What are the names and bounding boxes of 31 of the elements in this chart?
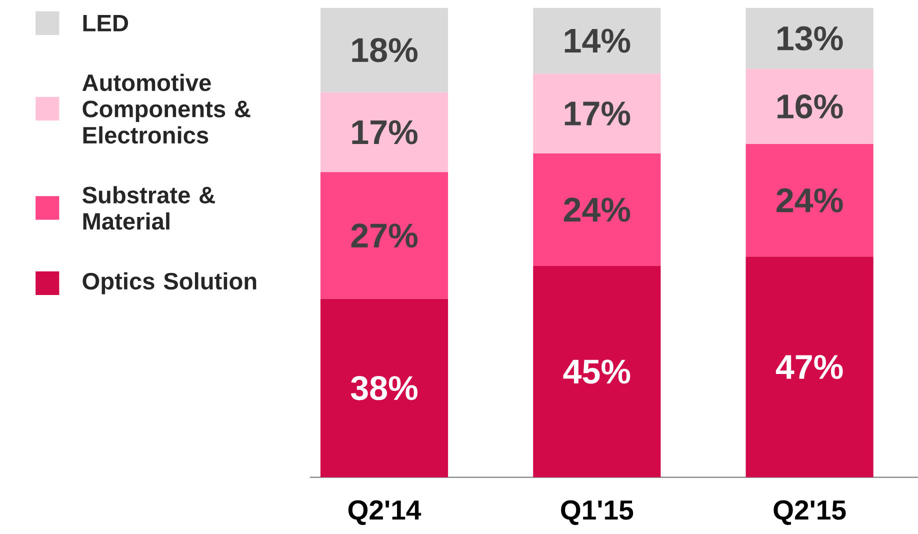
- x-tick-label: Q1'15: [561, 500, 634, 525]
- bar: [533, 73, 661, 154]
- bar: [746, 256, 874, 478]
- data-label: 17%: [352, 120, 418, 144]
- bar: [533, 153, 661, 266]
- x-tick-label: Q2'15: [774, 500, 846, 525]
- data-label: 13%: [778, 26, 843, 50]
- bar: [320, 92, 448, 172]
- legend-label: LED: [83, 14, 128, 32]
- bar: [746, 144, 874, 256]
- data-label: 18%: [352, 38, 418, 62]
- bar: [533, 8, 661, 74]
- bar: [320, 8, 448, 92]
- data-label: 27%: [351, 223, 418, 248]
- data-label: 47%: [776, 354, 843, 379]
- bar: [320, 172, 448, 299]
- data-label: 38%: [350, 376, 418, 400]
- data-label: 24%: [564, 197, 630, 222]
- legend-label: Automotive Components & Electronics: [82, 74, 250, 144]
- data-label: 17%: [564, 101, 630, 126]
- data-label: 45%: [563, 359, 630, 384]
- bar: [746, 68, 874, 144]
- bar: [320, 298, 448, 478]
- x-tick-label: Q2'14: [348, 500, 422, 525]
- bar: [533, 266, 661, 478]
- data-label: 14%: [564, 28, 630, 53]
- legend-label: Substrate & Material: [82, 186, 215, 230]
- data-label: 16%: [778, 94, 843, 118]
- data-label: 24%: [776, 188, 843, 212]
- bar: [746, 8, 874, 69]
- legend-label: Optics Solution: [82, 272, 256, 294]
